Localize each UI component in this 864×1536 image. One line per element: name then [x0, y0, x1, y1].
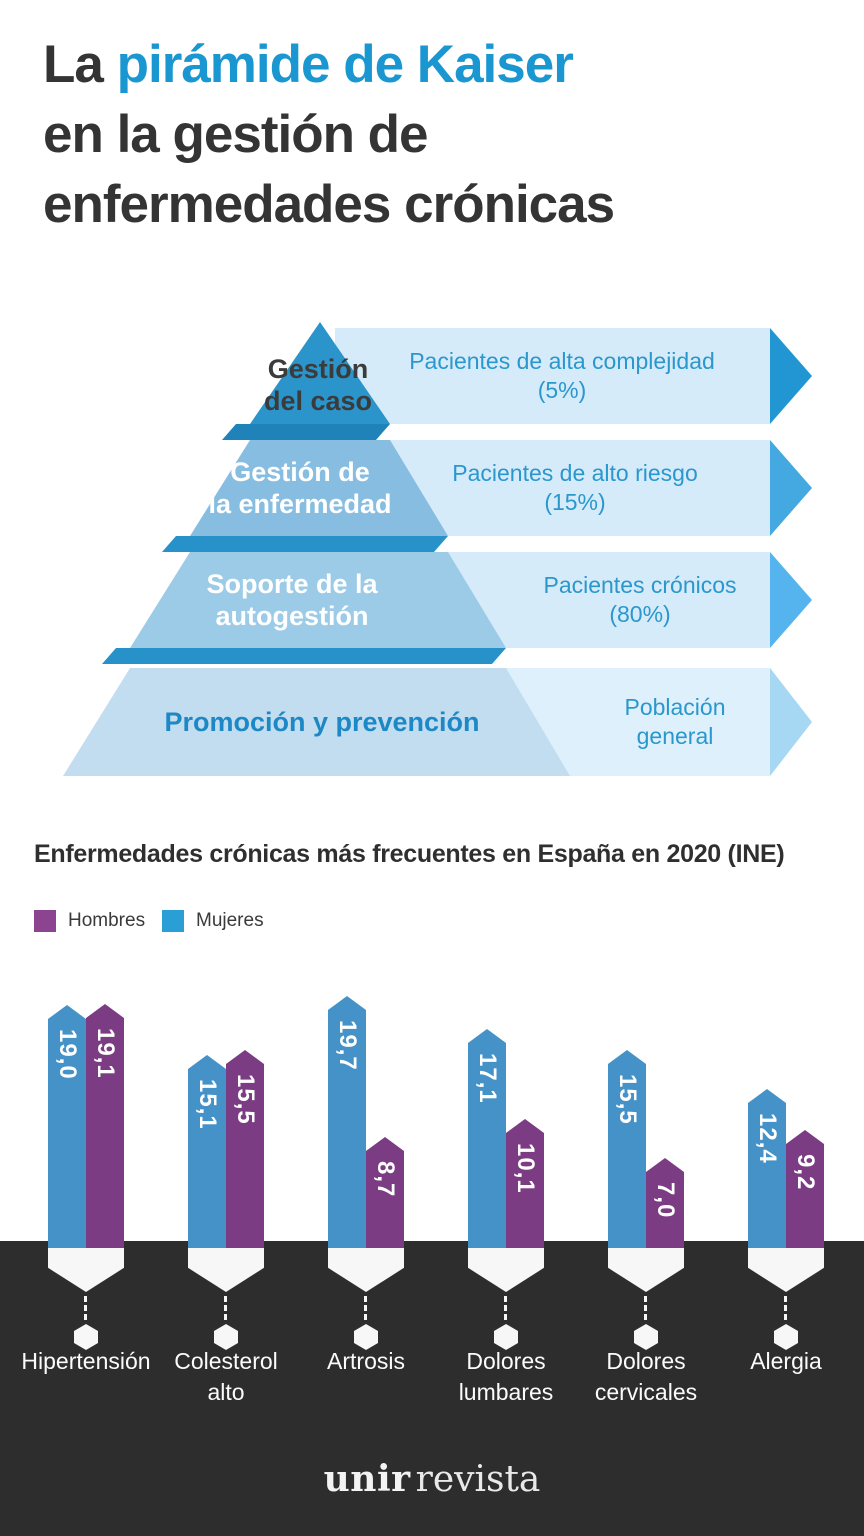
pyramid-band-text-3: Pacientes crónicos (80%) [543, 572, 737, 627]
edge-level-1 [222, 424, 390, 440]
bar-value-label: 19,1 [92, 1028, 119, 1079]
legend-label-mujeres: Mujeres [196, 910, 264, 931]
bar-value-label: 7,0 [652, 1182, 679, 1219]
bar-hombres-2: 8,7 [366, 1137, 404, 1248]
category-label-4: Dolores cervicales [594, 1348, 698, 1405]
pyramid-tier-1 [250, 322, 390, 424]
chart-footer-band [0, 1241, 864, 1536]
bar-value-label: 8,7 [372, 1161, 399, 1198]
arrow-right-level-2-icon [770, 440, 812, 536]
pyramid-band-text-1: Pacientes de alta complejidad (5%) [409, 348, 715, 403]
bar-mujeres-1: 15,1 [188, 1055, 226, 1248]
edge-level-3 [102, 648, 506, 664]
dashed-connector [364, 1296, 367, 1320]
title-line-1: La pirámide de Kaiser [43, 30, 614, 100]
legend-label-hombres: Hombres [68, 910, 146, 931]
pyramid-tier-3 [130, 552, 506, 648]
legend-swatch-hombres [34, 910, 56, 932]
bar-hombres-0: 19,1 [86, 1004, 124, 1248]
chart-title: Enfermedades crónicas más frecuentes en … [34, 840, 785, 868]
brand-logo: unir revista [0, 1458, 864, 1500]
edge-level-2 [162, 536, 448, 552]
category-label-3: Dolores lumbares [458, 1348, 554, 1405]
category-label-5: Alergia [750, 1348, 822, 1374]
category-label-0: Hipertensión [21, 1348, 151, 1374]
title-word-dark: La [43, 35, 104, 94]
pyramid-band-text-2: Pacientes de alto riesgo (15%) [452, 460, 698, 515]
pyramid-label-soporte-autogestion: Soporte de la autogestión [206, 569, 378, 631]
bar-value-label: 15,5 [232, 1074, 259, 1125]
bar-value-label: 15,1 [194, 1079, 221, 1130]
bar-mujeres-2: 19,7 [328, 996, 366, 1248]
arrow-right-level-4-icon [770, 668, 812, 776]
dashed-connector [224, 1296, 227, 1320]
category-label-2: Artrosis [327, 1348, 405, 1374]
pyramid-label-gestion-enfermedad: Gestión de la enfermedad [208, 457, 392, 519]
legend-swatch-mujeres [162, 910, 184, 932]
pyramid-shapes [63, 322, 812, 776]
page-title: La pirámide de Kaiser en la gestión de e… [43, 30, 615, 240]
dashed-connector [84, 1296, 87, 1320]
category-label-1: Colesterol alto [174, 1348, 278, 1405]
pyramid-tier-2 [190, 440, 448, 536]
band-level-1 [335, 328, 770, 424]
bar-hombres-1: 15,5 [226, 1050, 264, 1248]
bar-mujeres-5: 12,4 [748, 1089, 786, 1248]
bar-mujeres-0: 19,0 [48, 1005, 86, 1248]
bar-hombres-3: 10,1 [506, 1119, 544, 1248]
brand-light: revista [415, 1459, 541, 1500]
bar-value-label: 12,4 [754, 1113, 781, 1164]
arrow-right-level-1-icon [770, 328, 812, 424]
bar-value-label: 17,1 [474, 1053, 501, 1104]
dashed-connector [504, 1296, 507, 1320]
pyramid-label-gestion-del-caso: Gestión del caso [263, 354, 373, 416]
bar-value-label: 9,2 [792, 1154, 819, 1191]
bar-hombres-5: 9,2 [786, 1130, 824, 1248]
arrow-right-level-3-icon [770, 552, 812, 648]
pyramid-band-text-4: Población general [624, 694, 726, 749]
bar-value-label: 15,5 [614, 1074, 641, 1125]
bar-hombres-4: 7,0 [646, 1158, 684, 1248]
bar-mujeres-3: 17,1 [468, 1029, 506, 1248]
bar-value-label: 10,1 [512, 1143, 539, 1194]
kaiser-pyramid-diagram: Gestión del caso Pacientes de alta comple… [45, 318, 815, 780]
brand-bold: unir [323, 1458, 411, 1500]
pyramid-label-promocion-prevencion: Promoción y prevención [164, 707, 480, 737]
pyramid-tier-4 [63, 668, 570, 776]
title-word-highlight: pirámide de Kaiser [116, 35, 574, 94]
dashed-connector [784, 1296, 787, 1320]
legend-item-hombres: Hombres [34, 910, 145, 932]
title-line-3: enfermedades crónicas [43, 175, 615, 234]
dashed-connector [644, 1296, 647, 1320]
bar-mujeres-4: 15,5 [608, 1050, 646, 1248]
bar-value-label: 19,0 [54, 1029, 81, 1080]
legend-item-mujeres: Mujeres [162, 910, 264, 932]
title-line-2: en la gestión de [43, 105, 429, 164]
bar-value-label: 19,7 [334, 1020, 361, 1071]
